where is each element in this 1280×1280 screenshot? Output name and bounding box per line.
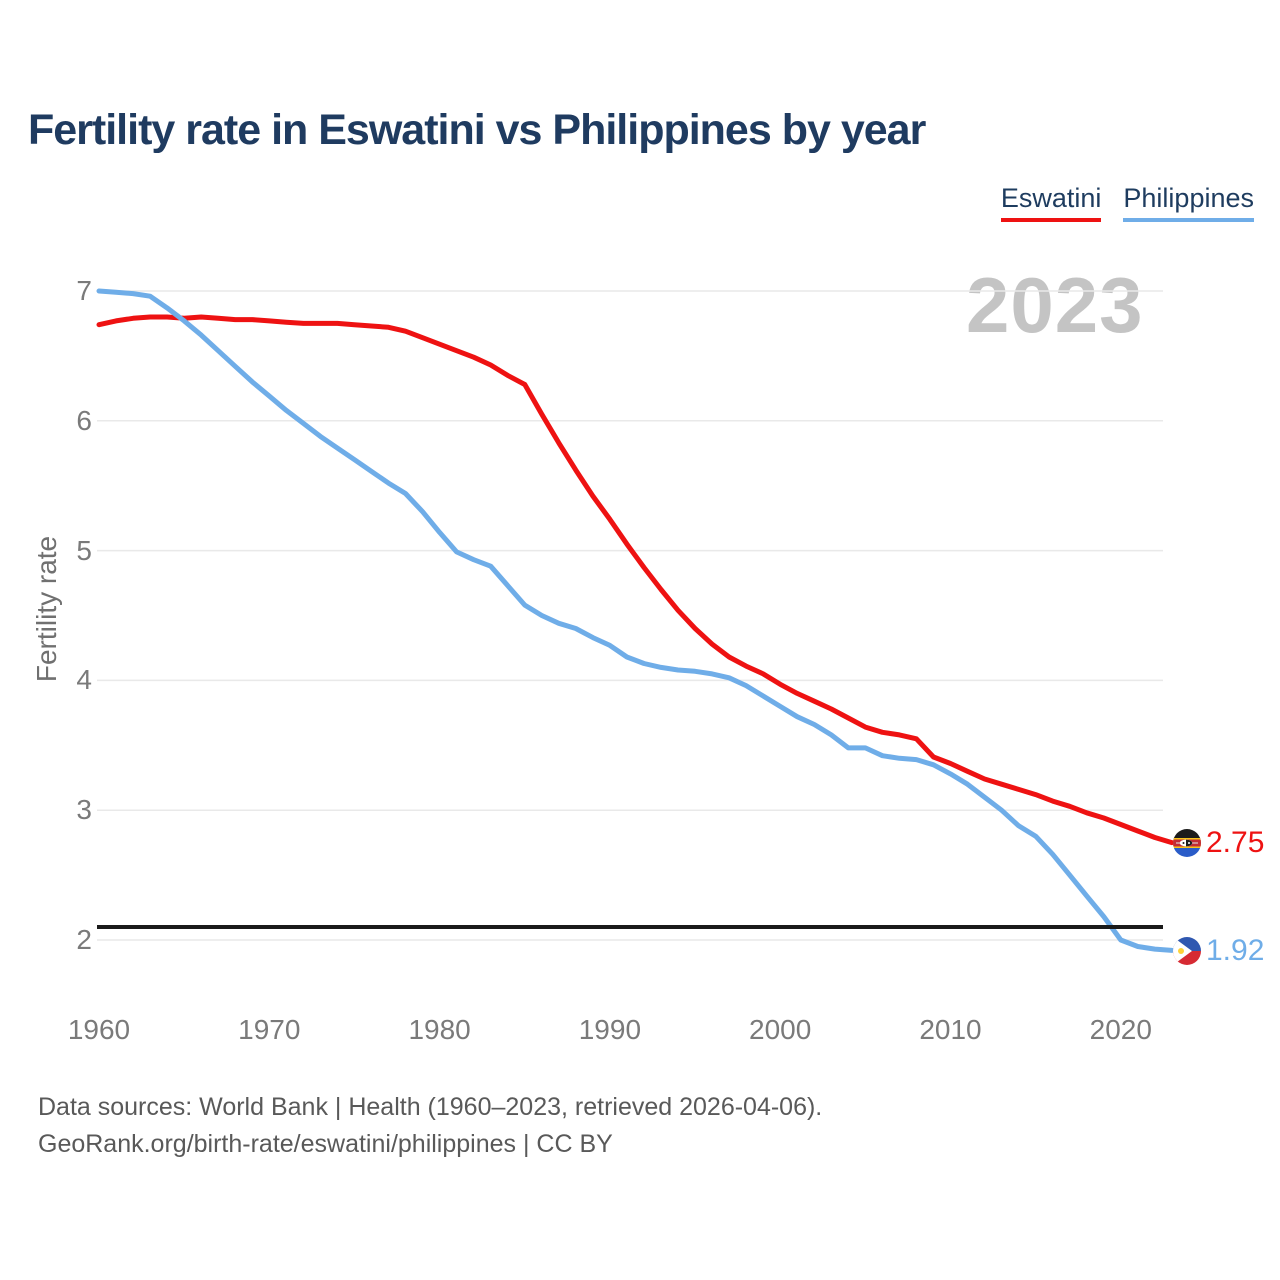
philippines-value-label: 1.92 (1206, 934, 1265, 967)
legend: Eswatini Philippines (1000, 183, 1254, 222)
philippines-flag-icon (1173, 937, 1201, 965)
y-tick-label: 4 (76, 664, 92, 696)
footer-sources-line: Data sources: World Bank | Health (1960–… (38, 1093, 823, 1121)
x-tick-label: 1970 (238, 1014, 301, 1045)
x-tick-label: 1980 (408, 1014, 471, 1045)
series-lines (96, 288, 1175, 953)
x-tick-label: 1990 (578, 1014, 642, 1045)
y-tick-label: 7 (76, 275, 92, 306)
page-title: Fertility rate in Eswatini vs Philippine… (28, 106, 926, 154)
y-tick-label: 5 (76, 534, 92, 566)
y-tick-label: 2 (76, 924, 92, 955)
footer-attribution-line: GeoRank.org/birth-rate/eswatini/philippi… (38, 1130, 613, 1158)
footer: Data sources: World Bank | Health (1960–… (38, 1089, 822, 1163)
eswatini-value-label: 2.75 (1206, 826, 1265, 859)
x-tick-label: 2020 (1089, 1014, 1152, 1045)
x-tick-label: 1960 (67, 1014, 131, 1045)
x-tick-label: 2000 (749, 1014, 812, 1045)
year-watermark: 2023 (966, 261, 1144, 349)
legend-item-philippines[interactable]: Philippines (1123, 183, 1254, 222)
legend-item-eswatini[interactable]: Eswatini (1000, 183, 1102, 222)
y-tick-label: 3 (76, 794, 92, 826)
series-line-philippines (96, 288, 1175, 953)
eswatini-flag-icon (1173, 829, 1201, 857)
y-tick-label: 6 (76, 404, 92, 436)
x-tick-label: 2010 (919, 1014, 982, 1045)
series-line-eswatini (96, 314, 1175, 846)
gridlines (97, 290, 1163, 941)
